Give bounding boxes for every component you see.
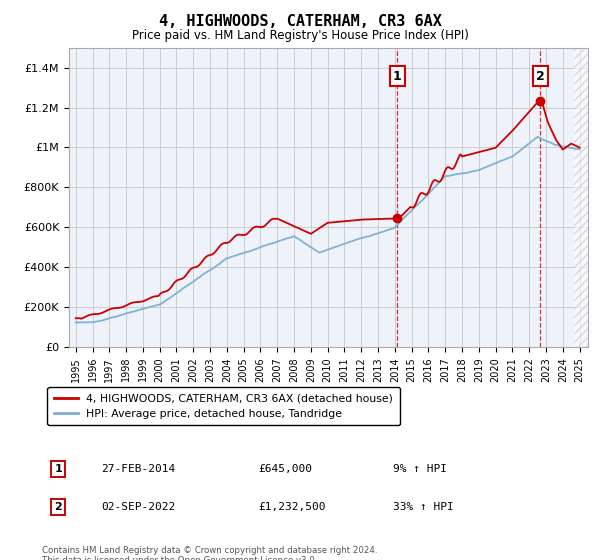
Bar (574, 48, 590, 347)
Text: 1: 1 (55, 464, 62, 474)
Text: £1,232,500: £1,232,500 (258, 502, 325, 512)
Text: Contains HM Land Registry data © Crown copyright and database right 2024.
This d: Contains HM Land Registry data © Crown c… (42, 546, 377, 560)
Text: 2: 2 (55, 502, 62, 512)
Text: 9% ↑ HPI: 9% ↑ HPI (393, 464, 447, 474)
Text: £645,000: £645,000 (258, 464, 312, 474)
Text: 02-SEP-2022: 02-SEP-2022 (101, 502, 176, 512)
Legend: 4, HIGHWOODS, CATERHAM, CR3 6AX (detached house), HPI: Average price, detached h: 4, HIGHWOODS, CATERHAM, CR3 6AX (detache… (47, 387, 400, 425)
Text: 33% ↑ HPI: 33% ↑ HPI (393, 502, 454, 512)
Text: 1: 1 (393, 69, 402, 82)
Text: Price paid vs. HM Land Registry's House Price Index (HPI): Price paid vs. HM Land Registry's House … (131, 29, 469, 42)
Text: 27-FEB-2014: 27-FEB-2014 (101, 464, 176, 474)
Text: 2: 2 (536, 69, 545, 82)
Text: 4, HIGHWOODS, CATERHAM, CR3 6AX: 4, HIGHWOODS, CATERHAM, CR3 6AX (158, 14, 442, 29)
